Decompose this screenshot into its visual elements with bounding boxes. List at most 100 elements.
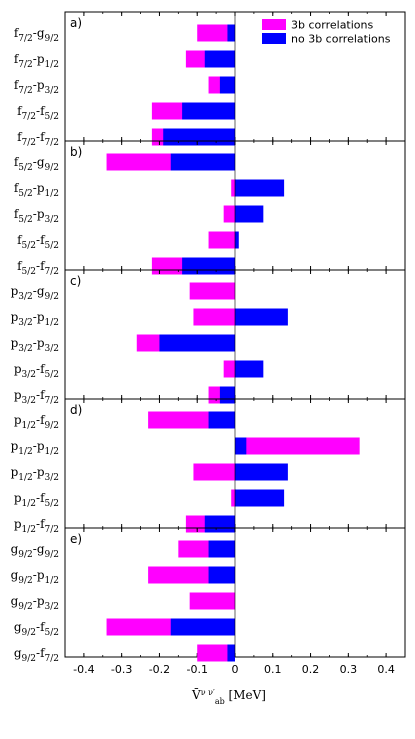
bar-row: p1/2-p3/2 xyxy=(11,463,288,483)
bar-3b-correlations xyxy=(193,308,235,326)
panel-label: a) xyxy=(70,16,82,30)
bar-3b-correlations xyxy=(223,360,235,378)
bar-no-3b-correlations xyxy=(163,128,235,146)
row-label: p3/2-p1/2 xyxy=(11,310,59,328)
row-label: g9/2-p1/2 xyxy=(11,568,59,586)
bar-no-3b-correlations xyxy=(227,644,235,662)
row-label: g9/2-p3/2 xyxy=(11,594,59,612)
panel-4: d) p1/2-f9/2 p1/2-p1/2 p1/2-p3/2 p1/2-f5/2 p1… xyxy=(11,398,406,535)
bar-row: f7/2-g9/2 xyxy=(14,24,235,44)
legend-label: 3b correlations xyxy=(291,19,374,32)
legend-swatch xyxy=(262,33,286,44)
bar-no-3b-correlations xyxy=(204,50,235,68)
row-label: g9/2-f7/2 xyxy=(14,646,59,664)
bar-no-3b-correlations xyxy=(170,618,235,636)
bar-no-3b-correlations xyxy=(208,566,235,584)
legend-entry: 3b correlations xyxy=(262,19,374,32)
x-tick-label: 0 xyxy=(232,663,239,676)
bar-no-3b-correlations xyxy=(227,24,235,42)
x-tick-label: 0.1 xyxy=(264,663,282,676)
bar-no-3b-correlations xyxy=(208,540,235,558)
bar-row: g9/2-p3/2 xyxy=(11,592,235,612)
bar-row: g9/2-g9/2 xyxy=(11,540,235,560)
bar-no-3b-correlations xyxy=(235,463,288,481)
legend-swatch xyxy=(262,19,286,30)
row-label: p3/2-p3/2 xyxy=(11,336,59,354)
row-label: f7/2-f7/2 xyxy=(17,130,59,148)
panel-label: b) xyxy=(70,145,82,159)
panel-label: d) xyxy=(70,403,82,417)
bar-no-3b-correlations xyxy=(219,76,235,94)
bar-no-3b-correlations xyxy=(182,102,235,120)
bar-row: f7/2-p3/2 xyxy=(14,76,235,96)
bar-3b-correlations xyxy=(197,24,235,42)
bar-row: f5/2-f7/2 xyxy=(17,257,235,277)
bar-3b-correlations xyxy=(189,592,235,610)
row-label: f7/2-p1/2 xyxy=(14,52,59,70)
row-label: g9/2-f5/2 xyxy=(14,620,59,638)
bar-no-3b-correlations xyxy=(235,231,239,249)
bar-row: f5/2-g9/2 xyxy=(14,153,235,173)
bar-row: f7/2-f7/2 xyxy=(17,128,235,148)
bar-row: p3/2-p1/2 xyxy=(11,308,288,328)
x-tick-label: -0.3 xyxy=(111,663,132,676)
bar-no-3b-correlations xyxy=(219,386,235,404)
row-label: p3/2-g9/2 xyxy=(11,284,59,302)
bar-row: p1/2-f9/2 xyxy=(14,411,235,431)
bar-no-3b-correlations xyxy=(235,489,285,507)
bar-row: p3/2-f5/2 xyxy=(14,360,264,380)
x-tick-label: 0.2 xyxy=(302,663,320,676)
bar-3b-correlations xyxy=(189,282,235,300)
bar-no-3b-correlations xyxy=(235,179,285,197)
bar-row: p1/2-f7/2 xyxy=(14,515,235,535)
row-label: f7/2-g9/2 xyxy=(14,26,59,44)
bar-3b-correlations xyxy=(231,489,235,507)
bar-row: f7/2-f5/2 xyxy=(17,102,235,122)
bar-3b-correlations xyxy=(223,205,235,223)
panel-label: e) xyxy=(70,532,82,546)
x-tick-label: -0.4 xyxy=(73,663,94,676)
row-label: p3/2-f5/2 xyxy=(14,362,59,380)
bar-row: g9/2-f7/2 xyxy=(14,644,235,664)
bar-row: f7/2-p1/2 xyxy=(14,50,235,70)
panel-2: b) f5/2-g9/2 f5/2-p1/2 f5/2-p3/2 f5/2-f5/2 f5… xyxy=(14,140,406,277)
x-tick-label: 0.3 xyxy=(340,663,358,676)
bar-row: p3/2-g9/2 xyxy=(11,282,235,302)
bar-3b-correlations xyxy=(208,231,235,249)
row-label: f7/2-p3/2 xyxy=(14,78,59,96)
panel-5: e) g9/2-g9/2 g9/2-p1/2 g9/2-p3/2 g9/2-f5/2 g9… xyxy=(11,527,406,664)
bar-no-3b-correlations xyxy=(204,515,235,533)
row-label: f5/2-f5/2 xyxy=(17,233,59,251)
bar-no-3b-correlations xyxy=(170,153,235,171)
row-label: g9/2-g9/2 xyxy=(11,542,59,560)
x-axis: -0.4 -0.3 -0.2 -0.1 0 0.1 0.2 0.3 0.4 V̄ν ν′ab [M… xyxy=(73,12,395,706)
x-axis-title: V̄ν ν′ab [MeV] xyxy=(191,687,266,706)
row-label: f5/2-p3/2 xyxy=(14,207,59,225)
bar-row: p3/2-f7/2 xyxy=(14,386,235,406)
bar-no-3b-correlations xyxy=(235,308,288,326)
row-label: f5/2-p1/2 xyxy=(14,181,59,199)
x-tick-label: -0.2 xyxy=(149,663,170,676)
bar-no-3b-correlations xyxy=(235,205,264,223)
bar-no-3b-correlations xyxy=(235,360,264,378)
bar-row: g9/2-p1/2 xyxy=(11,566,235,586)
row-label: p3/2-f7/2 xyxy=(14,388,59,406)
row-label: f7/2-f5/2 xyxy=(17,104,59,122)
row-label: f5/2-g9/2 xyxy=(14,155,59,173)
panels-layer: a) f7/2-g9/2 f7/2-p1/2 f7/2-p3/2 f7/2-f5/2 f7… xyxy=(11,11,406,664)
row-label: p1/2-f5/2 xyxy=(14,491,59,509)
bar-3b-correlations xyxy=(197,644,235,662)
bar-no-3b-correlations xyxy=(235,437,247,455)
panel-3: c) p3/2-g9/2 p3/2-p1/2 p3/2-p3/2 p3/2-f5/2 p3… xyxy=(11,269,406,406)
bar-row: f5/2-p1/2 xyxy=(14,179,285,199)
bar-no-3b-correlations xyxy=(159,334,235,352)
x-tick-label: 0.4 xyxy=(377,663,395,676)
x-tick-label: -0.1 xyxy=(186,663,207,676)
bar-3b-correlations xyxy=(193,463,235,481)
bar-row: g9/2-f5/2 xyxy=(14,618,235,638)
row-label: p1/2-p1/2 xyxy=(11,439,59,457)
bar-row: f5/2-f5/2 xyxy=(17,231,239,251)
bar-row: p3/2-p3/2 xyxy=(11,334,235,354)
